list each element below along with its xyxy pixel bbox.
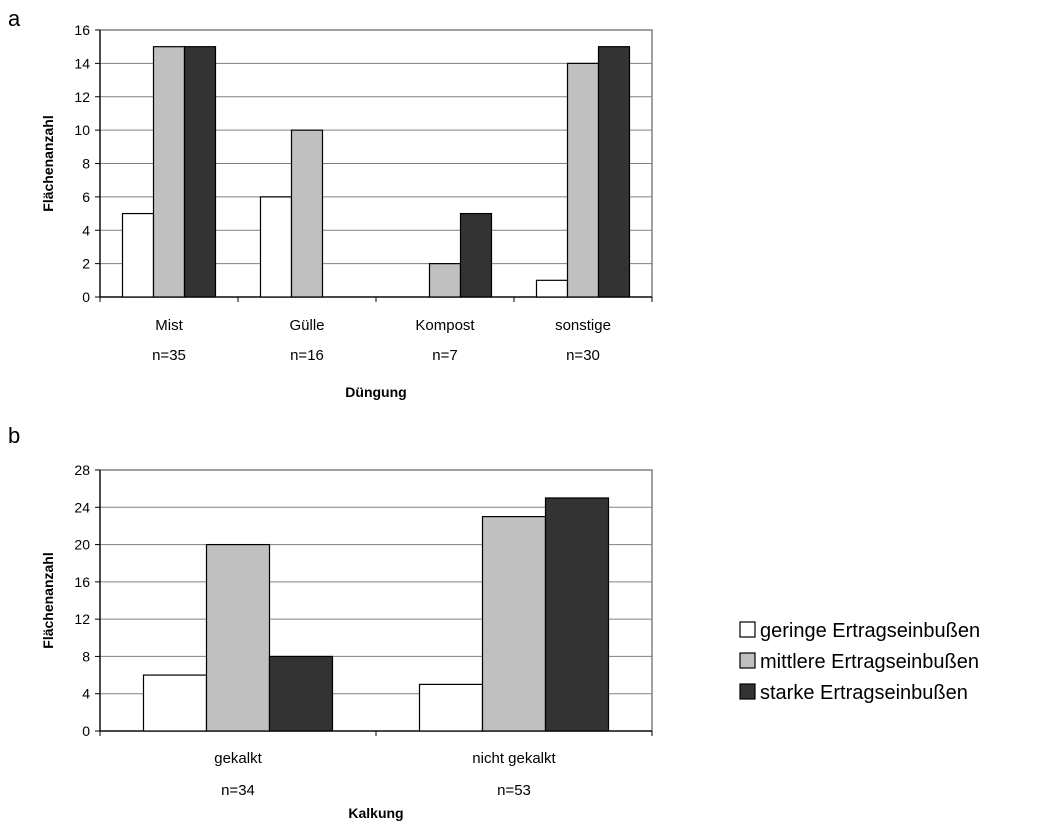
- legend-label: mittlere Ertragseinbußen: [760, 651, 979, 673]
- bar-kompost-series-3: [459, 212, 493, 298]
- bar-nicht-gekalkt-series-3: [544, 497, 610, 732]
- bar-gekalkt-series-2: [205, 543, 271, 732]
- y-tick-label: 6: [82, 189, 90, 205]
- legend-swatch: [739, 621, 756, 638]
- sample-size-label: n=35: [152, 347, 186, 364]
- chart-panel-b: b 0 4 8 12 16 20 24 28 gekalkt n=34 nicht gekalkt n=…: [8, 423, 653, 821]
- bar-mist-series-2: [152, 46, 186, 298]
- y-tick-label: 28: [74, 462, 90, 478]
- y-axis-title: Flächenanzahl: [40, 115, 56, 211]
- x-category-label: sonstige: [555, 317, 611, 334]
- x-category-label: Kompost: [415, 317, 475, 334]
- bar-sonstige-series-2: [566, 62, 600, 298]
- chart-panel-a: a 0 2 4 6 8 10 12 14 16 Mist n=35 Gülle n=16 Kompost n=…: [8, 6, 653, 400]
- y-tick-label: 0: [82, 723, 90, 739]
- panel-label: b: [8, 423, 20, 448]
- y-tick-label: 16: [74, 22, 90, 38]
- bar-mist-series-3: [183, 46, 217, 298]
- sample-size-label: n=30: [566, 347, 600, 364]
- sample-size-label: n=16: [290, 347, 324, 364]
- x-axis-title: Düngung: [345, 384, 406, 400]
- sample-size-label: n=53: [497, 782, 531, 799]
- x-category-label: Mist: [155, 317, 183, 334]
- legend-swatch: [739, 652, 756, 669]
- x-category-label: Gülle: [289, 317, 324, 334]
- bar-sonstige-series-1: [535, 279, 569, 298]
- y-tick-label: 14: [74, 55, 90, 71]
- legend-label: geringe Ertragseinbußen: [760, 620, 980, 642]
- y-axis-title: Flächenanzahl: [40, 552, 56, 648]
- legend: geringe Ertragseinbußen mittlere Ertragse…: [739, 620, 980, 704]
- y-tick-label: 8: [82, 648, 90, 664]
- y-tick-label: 8: [82, 156, 90, 172]
- x-category-label: nicht gekalkt: [472, 750, 556, 767]
- y-tick-label: 0: [82, 289, 90, 305]
- x-axis-title: Kalkung: [348, 805, 403, 821]
- y-tick-label: 2: [82, 256, 90, 272]
- y-tick-label: 16: [74, 574, 90, 590]
- bar-nicht-gekalkt-series-1: [418, 683, 484, 732]
- bar-mist-series-1: [121, 212, 155, 298]
- bar-gülle-series-2: [290, 129, 324, 298]
- x-category-label: gekalkt: [214, 750, 262, 767]
- bar-gekalkt-series-1: [142, 674, 208, 732]
- y-tick-label: 24: [74, 499, 90, 515]
- bar-gekalkt-series-3: [268, 655, 334, 732]
- y-tick-label: 12: [74, 89, 90, 105]
- bar-kompost-series-2: [428, 263, 462, 298]
- legend-swatch: [739, 683, 756, 700]
- sample-size-label: n=7: [432, 347, 457, 364]
- bar-nicht-gekalkt-series-2: [481, 516, 547, 732]
- bar-gülle-series-1: [259, 196, 293, 298]
- y-tick-label: 10: [74, 122, 90, 138]
- bar-sonstige-series-3: [597, 46, 631, 298]
- legend-label: starke Ertragseinbußen: [760, 682, 968, 704]
- panel-label: a: [8, 6, 21, 31]
- y-tick-label: 20: [74, 537, 90, 553]
- sample-size-label: n=34: [221, 782, 255, 799]
- y-tick-label: 12: [74, 611, 90, 627]
- y-tick-label: 4: [82, 222, 90, 238]
- y-tick-label: 4: [82, 686, 90, 702]
